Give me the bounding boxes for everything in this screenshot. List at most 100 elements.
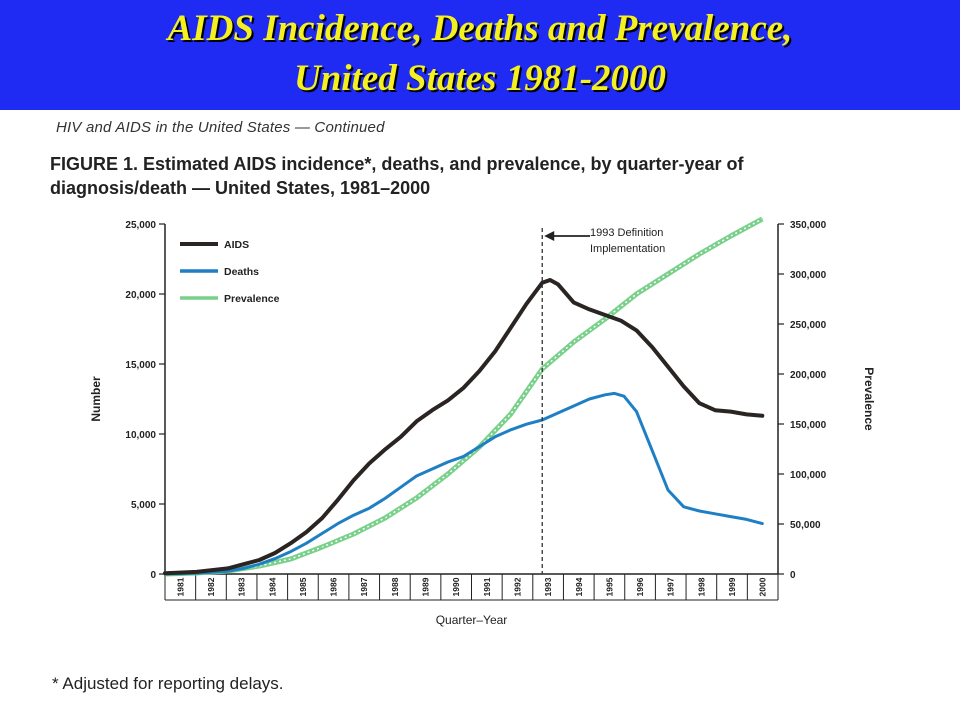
x-tick-label: 1986: [329, 577, 339, 596]
prevalence-point: [730, 235, 732, 237]
y-tick-label-left: 10,000: [125, 430, 156, 441]
prevalence-point: [635, 293, 638, 295]
x-tick-label: 1994: [574, 577, 584, 596]
x-tick-label: 1992: [512, 577, 522, 596]
aids-point: [274, 552, 276, 554]
prevalence-point: [667, 273, 669, 275]
x-tick-label: 1987: [359, 577, 369, 596]
aids-point: [463, 387, 465, 389]
aids-point: [620, 320, 622, 322]
x-tick-label: 1984: [267, 577, 277, 596]
aids-point: [667, 366, 669, 368]
aids-point: [730, 411, 732, 413]
y-tick-label-left: 5,000: [131, 500, 156, 511]
aids-point: [588, 308, 591, 310]
prevalence-point: [321, 546, 323, 548]
deaths-point: [604, 394, 606, 396]
aids-point: [549, 279, 551, 281]
title-banner: AIDS Incidence, Deaths and Prevalence, U…: [0, 0, 960, 110]
deaths-point: [290, 551, 292, 553]
deaths-point: [730, 516, 732, 518]
y-tick-label-left: 25,000: [125, 220, 156, 231]
aids-point: [195, 571, 197, 573]
y-tick-label-right: 150,000: [790, 420, 827, 431]
prevalence-point: [290, 558, 292, 560]
y-tick-label-right: 250,000: [790, 320, 827, 331]
deaths-point: [510, 429, 512, 431]
prevalence-point: [447, 473, 449, 475]
y-axis-label-left: Number: [89, 376, 103, 422]
x-tick-label: 1997: [666, 577, 676, 596]
chart-series: [163, 216, 765, 577]
deaths-point: [714, 513, 716, 515]
deaths-point: [761, 523, 763, 525]
aids-point: [447, 399, 449, 401]
deaths-point: [746, 518, 748, 521]
aids-point: [321, 517, 323, 519]
x-tick-label: 1988: [390, 577, 400, 596]
aids-point: [337, 499, 339, 501]
prevalence-point: [698, 253, 701, 255]
prevalence-point: [415, 497, 418, 499]
x-tick-label: 1993: [543, 577, 553, 596]
deaths-point: [447, 461, 449, 463]
deaths-point: [525, 423, 528, 425]
deaths-point: [400, 486, 402, 488]
y-tick-label-right: 0: [790, 570, 796, 581]
x-tick-label: 1990: [451, 577, 461, 596]
deaths-point: [573, 405, 575, 407]
x-tick-label: 1999: [727, 577, 737, 596]
deaths-point: [683, 506, 685, 508]
x-tick-label: 1983: [237, 577, 247, 596]
aids-point: [635, 329, 638, 331]
header-note: HIV and AIDS in the United States — Cont…: [56, 119, 385, 136]
deaths-point: [463, 455, 465, 457]
prevalence-point: [353, 533, 355, 535]
aids-point: [698, 402, 701, 404]
deaths-point: [258, 563, 260, 565]
legend-label-deaths: Deaths: [224, 266, 259, 278]
deaths-point: [227, 570, 229, 572]
y-tick-label-right: 50,000: [790, 520, 821, 531]
x-tick-label: 2000: [758, 577, 768, 596]
aids-point: [478, 370, 480, 372]
y-tick-label-left: 0: [150, 570, 156, 581]
deaths-point: [305, 542, 308, 544]
legend-label-aids: AIDS: [224, 239, 249, 251]
x-tick-label: 1995: [604, 577, 614, 596]
deaths-point: [698, 510, 701, 512]
x-tick-label: 1982: [206, 577, 216, 596]
deaths-point: [321, 532, 323, 535]
aids-point: [368, 462, 370, 464]
deaths-point: [431, 468, 433, 470]
aids-point: [415, 420, 418, 422]
deaths-point: [557, 412, 559, 414]
prevalence-point: [384, 517, 386, 519]
aids-point: [431, 409, 433, 411]
chart-legend: AIDS Deaths Prevalence: [180, 239, 280, 305]
y-tick-label-right: 200,000: [790, 370, 827, 381]
deaths-point: [368, 507, 370, 509]
deaths-point: [635, 411, 638, 413]
figure-caption-line-1: FIGURE 1. Estimated AIDS incidence*, dea…: [50, 154, 744, 174]
aids-point: [746, 413, 748, 415]
aids-point: [243, 563, 245, 565]
deaths-point: [494, 436, 496, 438]
aids-point: [290, 542, 292, 544]
prevalence-point: [604, 318, 606, 320]
deaths-point: [415, 475, 418, 477]
figure-caption-line-2: diagnosis/death — United States, 1981–20…: [50, 178, 431, 198]
deaths-point: [337, 523, 339, 525]
aids-point: [384, 448, 386, 450]
x-axis-label: Quarter–Year: [436, 613, 508, 627]
deaths-point: [623, 395, 625, 397]
aids-point: [353, 479, 355, 481]
aids-point: [557, 283, 559, 285]
aids-point: [651, 346, 653, 348]
aids-point: [305, 531, 308, 533]
figure-caption: FIGURE 1. Estimated AIDS incidence*, dea…: [50, 152, 930, 200]
y-tick-label-right: 300,000: [790, 270, 827, 281]
chart-annotation: 1993 Definition Implementation: [541, 227, 665, 574]
deaths-point: [613, 392, 616, 394]
y-axis-label-right: Prevalence: [862, 367, 876, 431]
